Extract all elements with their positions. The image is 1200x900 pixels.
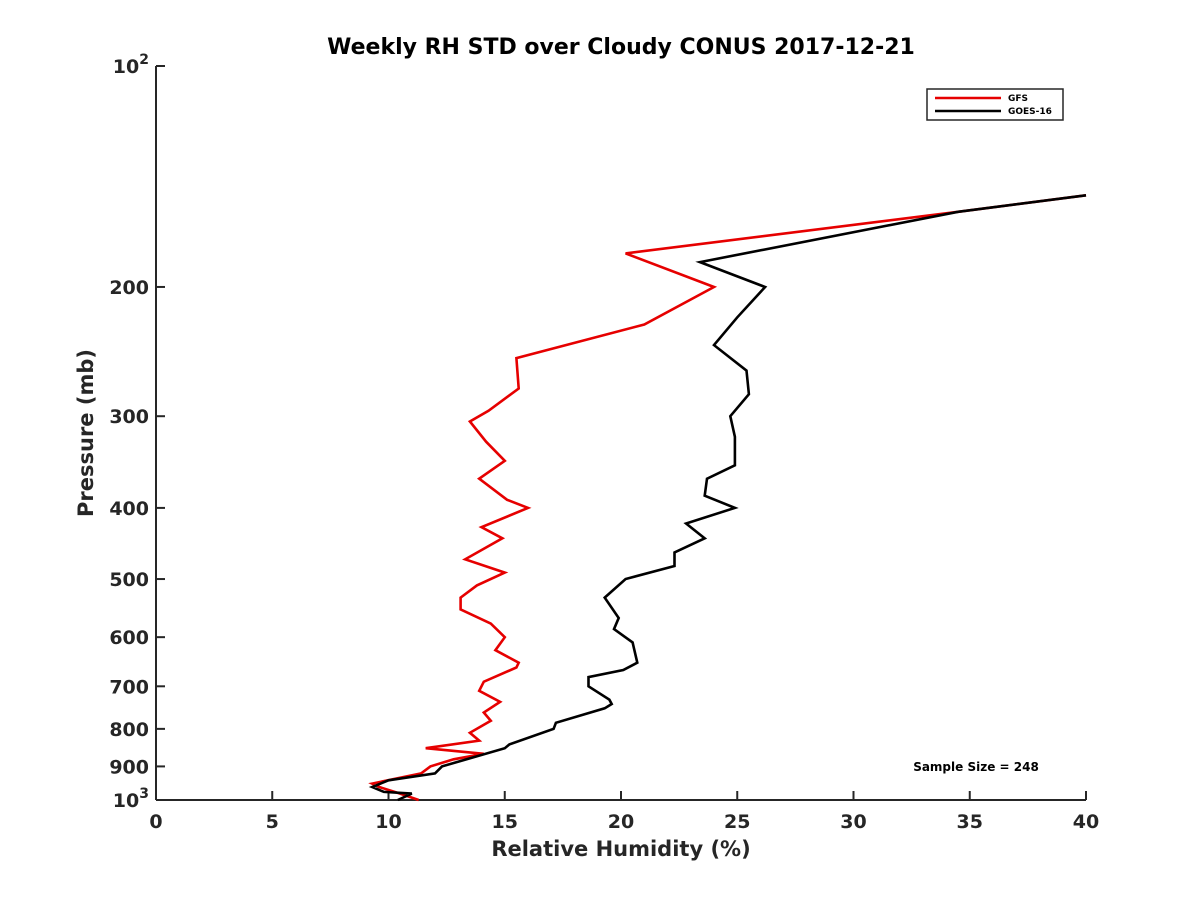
x-tick-label: 40 [1073,811,1099,833]
y-tick-label: 102 [113,52,149,78]
y-tick-label: 800 [109,719,149,741]
y-tick-label: 600 [109,627,149,649]
y-axis-title: Pressure (mb) [74,349,98,517]
y-tick-label: 103 [113,786,149,812]
legend-label-gfs: GFS [1008,94,1028,104]
x-tick-label: 10 [375,811,401,833]
chart-title: Weekly RH STD over Cloudy CONUS 2017-12-… [327,35,915,60]
y-tick-label-base: 10 [113,56,139,78]
y-tick-label-exponent: 2 [139,52,149,68]
x-tick-label: 35 [957,811,983,833]
x-tick-label: 25 [724,811,750,833]
x-tick-label: 30 [840,811,866,833]
x-tick-label: 20 [608,811,634,833]
y-tick-label-base: 10 [113,790,139,812]
x-tick-label: 0 [149,811,162,833]
axes: 0 5 10 15 20 25 30 35 40 10220030040050060070080… [109,52,1099,833]
y-tick-label: 300 [109,406,149,428]
sample-size-annotation: Sample Size = 248 [913,760,1039,774]
x-ticks: 0 5 10 15 20 25 30 35 40 [149,791,1099,833]
series-line-goes-16 [368,194,1087,802]
y-tick-label: 200 [109,277,149,299]
y-tick-label: 500 [109,569,149,591]
x-axis-title: Relative Humidity (%) [491,837,750,861]
x-tick-label: 5 [266,811,279,833]
legend-label-goes16: GOES-16 [1008,107,1052,117]
y-tick-label-exponent: 3 [139,786,149,802]
y-tick-label: 900 [109,756,149,778]
legend: GFS GOES-16 [926,88,1064,121]
x-tick-label: 15 [492,811,518,833]
series-layer [368,194,1087,802]
y-tick-label: 700 [109,676,149,698]
legend-box [926,88,1064,121]
y-tick-label: 400 [109,498,149,520]
